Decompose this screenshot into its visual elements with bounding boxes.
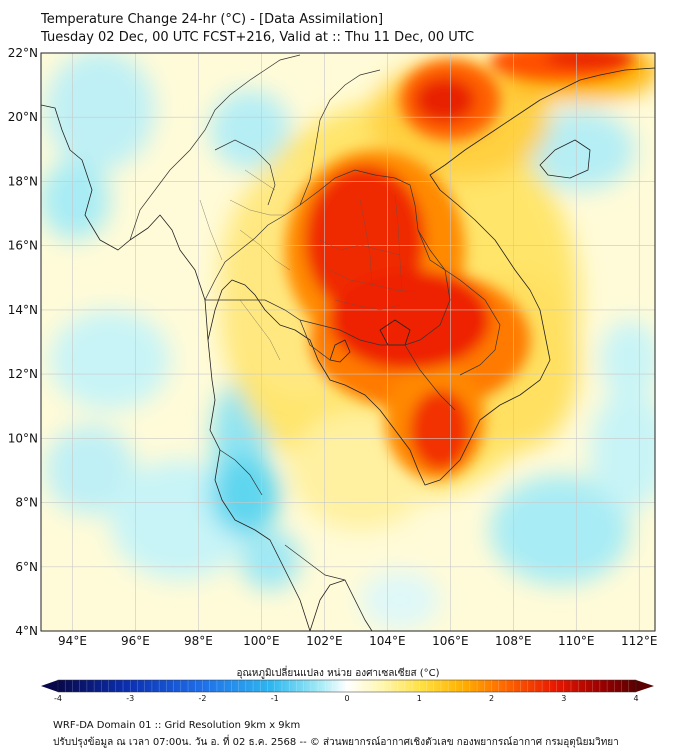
colorbar-tick-label: 0 [344,694,349,703]
lat-tick-label: 10°N [8,431,38,445]
lon-tick-label: 94°E [58,634,87,648]
lon-tick-label: 96°E [121,634,150,648]
colorbar-tick-label: 4 [633,694,638,703]
lon-tick-label: 98°E [184,634,213,648]
lat-tick-label: 18°N [8,174,38,188]
lon-tick-label: 102°E [306,634,343,648]
lon-tick-label: 104°E [369,634,406,648]
map-frame [40,52,656,632]
longitude-labels: 94°E 96°E 98°E 100°E 102°E 104°E 106°E 108°E 110… [58,634,657,648]
temperature-field [41,53,655,631]
latitude-labels: 22°N 20°N 18°N 16°N 14°N 12°N 10°N 8°N 6°N 4°N [8,46,38,638]
colorbar: -4 -3 -2 -1 0 1 2 3 4 [41,679,654,703]
colorbar-ramp [58,680,636,692]
national-borders [129,54,501,581]
lon-tick-label: 100°E [243,634,280,648]
province-borders [199,169,416,361]
colorbar-tick-label: 3 [561,694,566,703]
footer-credit: ปรับปรุงข้อมูล ณ เวลา 07:00น. วัน อ. ที่… [53,737,619,748]
lat-tick-label: 12°N [8,367,38,381]
colorbar-tick-label: 1 [417,694,422,703]
colorbar-label: อุณหภูมิเปลี่ยนแปลง หน่วย องศาเซลเซียส (… [236,668,440,679]
map-title: Temperature Change 24-hr (°C) - [Data As… [41,12,384,27]
footer-model-info: WRF-DA Domain 01 :: Grid Resolution 9km … [53,720,301,731]
graticule [41,53,655,631]
lat-tick-label: 16°N [8,239,38,253]
colorbar-tick-label: -2 [199,694,207,703]
lon-tick-label: 110°E [558,634,595,648]
colorbar-tick-label: 2 [489,694,494,703]
colorbar-tick-label: -1 [271,694,279,703]
map-subtitle: Tuesday 02 Dec, 00 UTC FCST+216, Valid a… [41,30,475,45]
colorbar-tick-label: -3 [126,694,134,703]
colorbar-max-arrow [636,680,654,692]
colorbar-tick-label: -4 [54,694,62,703]
lat-tick-label: 6°N [15,560,38,574]
lat-tick-label: 8°N [15,496,38,510]
lat-tick-label: 20°N [8,110,38,124]
lon-tick-label: 108°E [495,634,532,648]
colorbar-min-arrow [41,680,58,692]
lat-tick-label: 14°N [8,303,38,317]
lat-tick-label: 22°N [8,46,38,60]
lat-tick-label: 4°N [15,624,38,638]
lon-tick-label: 106°E [432,634,469,648]
lon-tick-label: 112°E [621,634,658,648]
